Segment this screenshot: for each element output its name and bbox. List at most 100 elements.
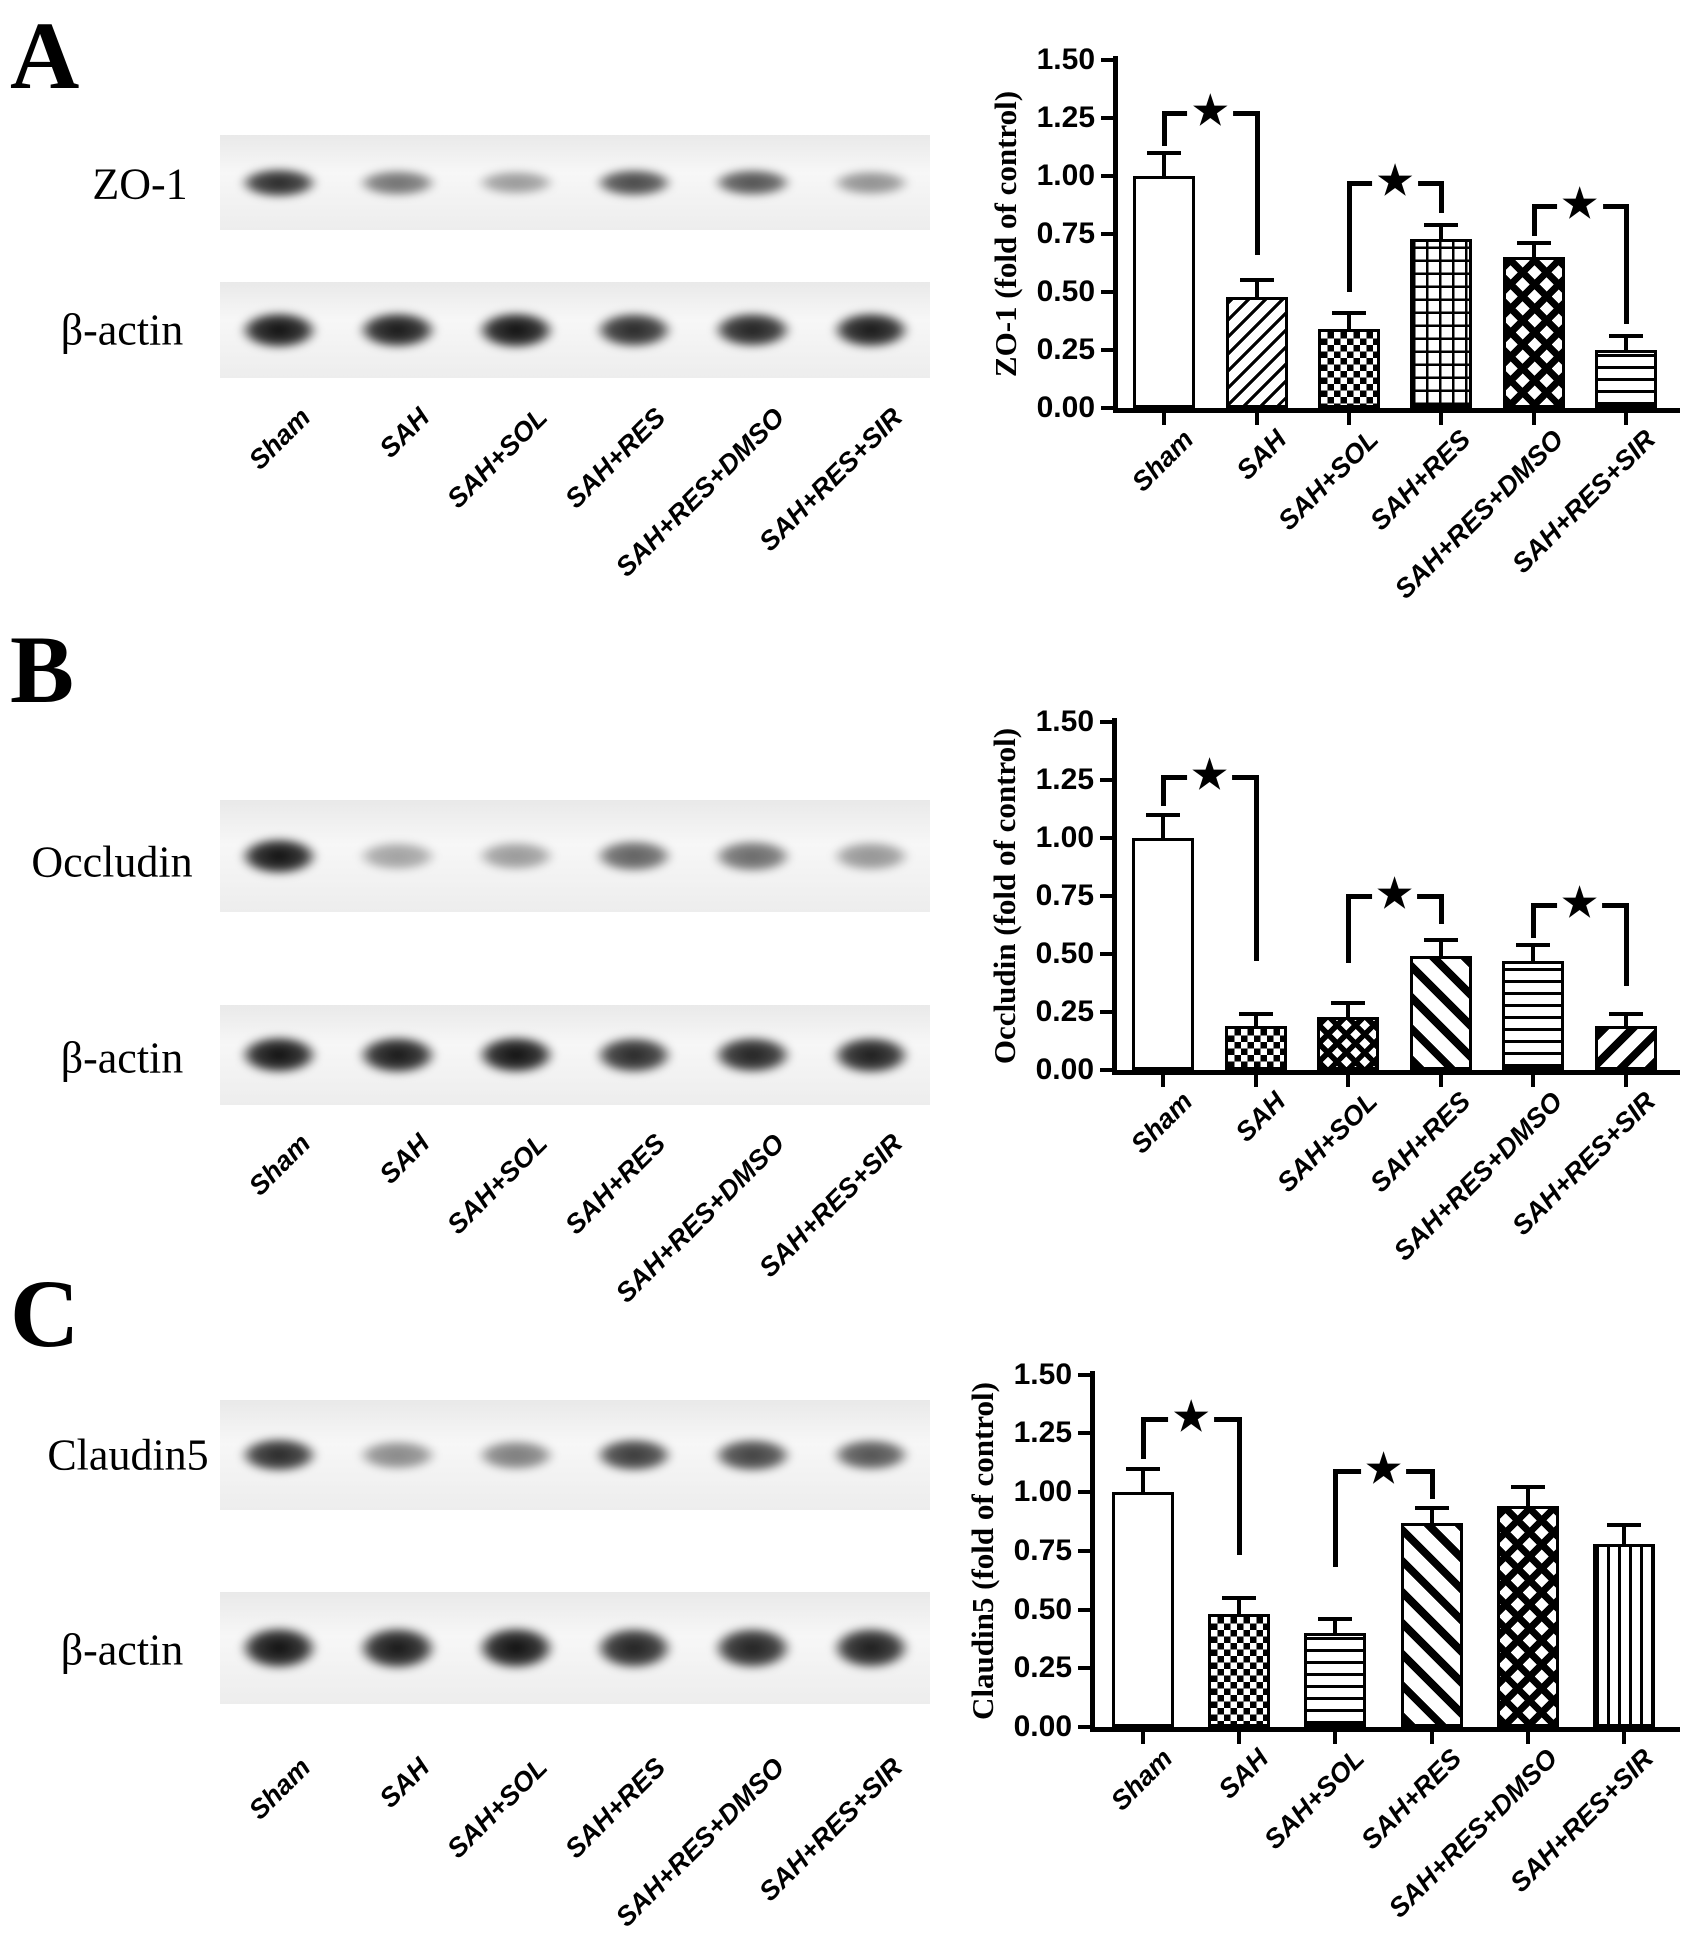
- bar-SAH+SOL: [1304, 1633, 1367, 1727]
- chart-x-label: SAH: [1212, 1743, 1275, 1805]
- blot-lane-label: SAH+SOL: [441, 1128, 554, 1240]
- x-tick: [1531, 1075, 1536, 1087]
- blot-band: [350, 307, 445, 353]
- bar-SAH+RES: [1409, 956, 1472, 1070]
- blot-band: [350, 165, 445, 200]
- chart-x-label: Sham: [1105, 1743, 1179, 1817]
- chart-y-axis-title: Claudin5 (fold of control): [965, 1381, 1000, 1720]
- y-tick: [1101, 232, 1113, 236]
- blot-strip-β-actin: [220, 1592, 930, 1704]
- chart-x-label: SAH+RES+DMSO: [1388, 1086, 1569, 1267]
- y-tick: [1101, 290, 1113, 294]
- y-tick: [1078, 1607, 1090, 1612]
- x-tick: [1162, 413, 1167, 425]
- blot-band: [705, 307, 800, 353]
- sig-bracket-left-arm: [1346, 180, 1352, 292]
- y-axis: [1112, 718, 1117, 1070]
- blot-band: [350, 1621, 445, 1675]
- y-tick-label: 0.50: [1036, 275, 1095, 308]
- x-axis: [1090, 1727, 1680, 1732]
- x-axis: [1112, 1070, 1680, 1075]
- sig-bracket-left-arm: [1161, 775, 1167, 806]
- blot-lane-label: Sham: [243, 402, 317, 476]
- y-tick: [1078, 1666, 1090, 1671]
- blot-row-label: β-actin: [60, 305, 184, 355]
- error-bar-cap: [1424, 222, 1459, 227]
- x-tick: [1429, 1732, 1434, 1744]
- error-bar-cap: [1331, 310, 1366, 315]
- blot-lane-label: SAH+SOL: [441, 1752, 554, 1864]
- error-bar-stem: [1346, 312, 1351, 330]
- blot-lane-label: SAH+RES: [559, 402, 672, 514]
- y-tick-label: 1.25: [1035, 763, 1094, 796]
- x-tick: [1623, 1075, 1628, 1087]
- blot-band: [823, 1434, 919, 1476]
- chart-x-label: SAH+RES+DMSO: [1382, 1743, 1563, 1924]
- x-tick: [1237, 1732, 1242, 1744]
- blot-band: [468, 1031, 564, 1079]
- significance-star: ★: [1372, 160, 1418, 201]
- x-axis: [1113, 408, 1680, 413]
- bar-SAH+RES: [1400, 1522, 1463, 1727]
- significance-star: ★: [1186, 755, 1233, 796]
- blot-band: [586, 308, 682, 352]
- blot-lane-label: SAH: [373, 402, 435, 464]
- blot-strip-Occludin: [220, 800, 930, 912]
- blot-lane-label: SAH+SOL: [441, 402, 554, 514]
- blot-band: [823, 1031, 919, 1079]
- y-tick-label: 0.00: [1013, 1710, 1072, 1743]
- y-tick: [1100, 836, 1112, 840]
- blot-band: [586, 1433, 682, 1477]
- y-tick: [1100, 1010, 1112, 1014]
- sig-bracket-right-arm: [1253, 775, 1259, 961]
- y-tick-label: 1.25: [1013, 1416, 1072, 1450]
- bar-SAH+RES+DMSO: [1496, 1506, 1559, 1727]
- y-tick: [1101, 348, 1113, 352]
- blot-band: [586, 1032, 682, 1078]
- sig-bracket-left-arm: [1333, 1468, 1339, 1568]
- sig-bracket-left-arm: [1162, 111, 1168, 146]
- blot-strip-β-actin: [220, 282, 930, 378]
- sig-bracket-right-arm: [1623, 902, 1629, 987]
- y-tick-label: 0.75: [1013, 1533, 1072, 1567]
- y-tick-label: 0.25: [1035, 995, 1094, 1028]
- y-tick: [1078, 1548, 1090, 1553]
- bar-SAH: [1224, 1025, 1287, 1070]
- blot-band: [350, 1031, 445, 1079]
- x-tick: [1525, 1732, 1530, 1744]
- blot-band: [350, 1436, 445, 1474]
- error-bar-stem: [1237, 1597, 1242, 1615]
- blot-band: [231, 307, 327, 353]
- error-bar-cap: [1222, 1595, 1257, 1600]
- blot-band: [705, 836, 800, 876]
- significance-star: ★: [1371, 873, 1418, 914]
- error-bar-cap: [1147, 150, 1182, 155]
- y-tick-label: 0.50: [1013, 1592, 1072, 1626]
- sig-bracket-right-arm: [1623, 203, 1629, 325]
- bar-SAH+RES+SIR: [1594, 1025, 1657, 1070]
- panel-letter-b: B: [10, 616, 75, 723]
- error-bar-stem: [1346, 1002, 1351, 1017]
- sig-bracket-left-arm: [1141, 1416, 1147, 1460]
- error-bar-stem: [1141, 1468, 1146, 1492]
- y-tick: [1078, 1372, 1090, 1377]
- bar-SAH+RES+DMSO: [1502, 960, 1565, 1070]
- error-bar-cap: [1126, 1466, 1161, 1471]
- y-tick-label: 0.25: [1036, 333, 1095, 366]
- bar-Sham: [1132, 838, 1195, 1070]
- blot-strip-Claudin5: [220, 1400, 930, 1510]
- chart-x-label: SAH: [1230, 424, 1292, 486]
- y-tick: [1100, 778, 1112, 782]
- y-tick: [1078, 1725, 1090, 1729]
- blot-lane-label: SAH+RES: [559, 1752, 672, 1864]
- sig-bracket-left-arm: [1346, 893, 1352, 964]
- blot-row-label: β-actin: [60, 1033, 184, 1083]
- chart-y-axis-title: ZO-1 (fold of control): [988, 90, 1023, 378]
- y-tick-label: 0.25: [1013, 1651, 1072, 1685]
- blot-band: [231, 833, 327, 879]
- y-tick-label: 0.75: [1036, 217, 1095, 250]
- y-tick: [1078, 1490, 1090, 1494]
- y-tick-label: 1.00: [1036, 159, 1095, 192]
- blot-band: [586, 164, 682, 201]
